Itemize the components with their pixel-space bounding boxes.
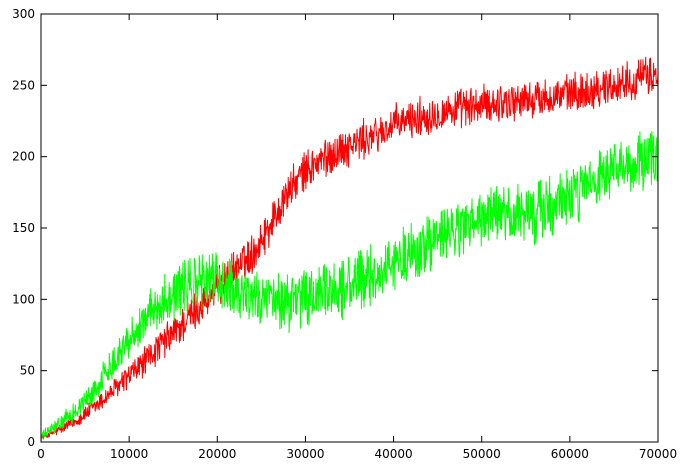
x-tick-label: 70000 — [639, 447, 677, 461]
y-tick-label: 100 — [12, 292, 35, 306]
x-tick-label: 60000 — [551, 447, 589, 461]
x-tick-label: 30000 — [286, 447, 324, 461]
series-layer — [40, 56, 659, 441]
tick-labels: 0 10000 20000 30000 40000 50000 60000 70000 0 50 1… — [12, 7, 677, 461]
y-tick-label: 150 — [12, 221, 35, 235]
x-tick-label: 50000 — [463, 447, 501, 461]
x-tick-label: 40000 — [374, 447, 412, 461]
ticks-layer — [40, 13, 659, 443]
series-line-1 — [40, 56, 659, 441]
plot-frame — [40, 13, 659, 443]
y-tick-label: 200 — [12, 150, 35, 164]
y-tick-label: 0 — [27, 435, 35, 449]
x-tick-label: 0 — [37, 447, 45, 461]
x-tick-label: 10000 — [110, 447, 148, 461]
series-line-2 — [40, 130, 659, 438]
x-tick-label: 20000 — [198, 447, 236, 461]
y-tick-label: 50 — [20, 364, 35, 378]
y-tick-label: 300 — [12, 7, 35, 21]
y-tick-label: 250 — [12, 78, 35, 92]
